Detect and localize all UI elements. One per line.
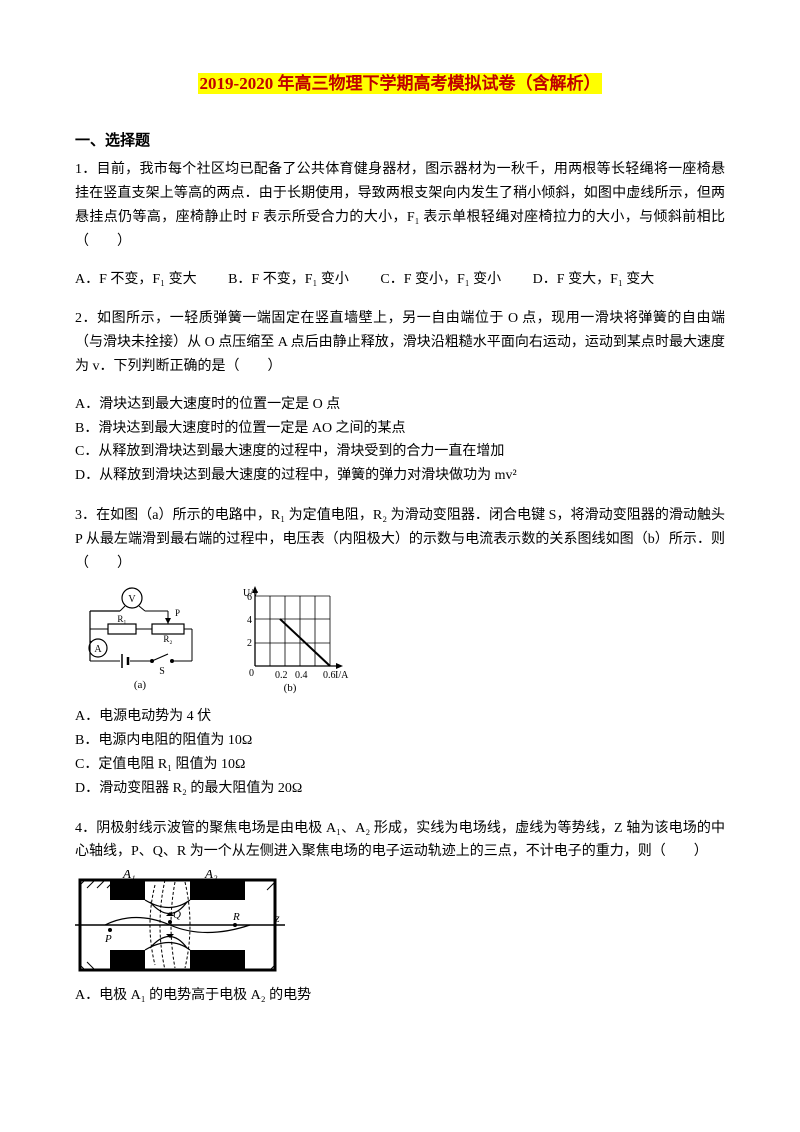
q4-option-a: A．电极 A₁ 的电势高于电极 A₂ 的电势	[75, 984, 725, 1008]
q3-option-a: A．电源电动势为 4 伏	[75, 705, 725, 729]
svg-text:0: 0	[249, 668, 254, 679]
svg-text:R₁: R₁	[117, 614, 126, 624]
section-header-1: 一、选择题	[75, 129, 725, 155]
page-title: 2019-2020 年高三物理下学期高考模拟试卷（含解析）	[75, 70, 725, 99]
q2-option-b: B．滑块达到最大速度时的位置一定是 AO 之间的某点	[75, 417, 725, 441]
question-4-options: A．电极 A₁ 的电势高于电极 A₂ 的电势	[75, 984, 725, 1008]
svg-text:2: 2	[247, 638, 252, 649]
q2-option-c: C．从释放到滑块达到最大速度的过程中，滑块受到的合力一直在增加	[75, 440, 725, 464]
svg-text:R₂: R₂	[163, 634, 172, 644]
question-3: 3．在如图（a）所示的电路中，R₁ 为定值电阻，R₂ 为滑动变阻器．闭合电键 S…	[75, 504, 725, 801]
q1-option-c: C．F 变小，F₁ 变小	[380, 268, 501, 292]
question-1-stem: 1．目前，我市每个社区均已配备了公共体育健身器材，图示器材为一秋千，用两根等长轻…	[75, 158, 725, 253]
question-3-options: A．电源电动势为 4 伏 B．电源内电阻的阻值为 10Ω C．定值电阻 R₁ 阻…	[75, 705, 725, 800]
svg-text:(b): (b)	[284, 682, 297, 694]
q3-option-d: D．滑动变阻器 R₂ 的最大阻值为 20Ω	[75, 777, 725, 801]
question-2-options: A．滑块达到最大速度时的位置一定是 O 点 B．滑块达到最大速度时的位置一定是 …	[75, 393, 725, 488]
question-3-figure: V R₁ R₂ P A	[75, 581, 725, 701]
q1-option-d: D．F 变大，F₁ 变大	[533, 268, 655, 292]
svg-text:A₂: A₂	[204, 870, 218, 881]
question-4-figure: A₁ A₂ z P Q	[75, 870, 725, 980]
svg-text:A₁: A₁	[122, 870, 135, 881]
question-4: 4．阴极射线示波管的聚焦电场是由电极 A₁、A₂ 形成，实线为电场线，虚线为等势…	[75, 817, 725, 1008]
circuit-and-graph-svg: V R₁ R₂ P A	[75, 581, 355, 701]
svg-text:R: R	[232, 911, 240, 923]
question-1-options: A．F 不变，F₁ 变大 B．F 不变，F₁ 变小 C．F 变小，F₁ 变小 D…	[75, 268, 725, 292]
q3-option-b: B．电源内电阻的阻值为 10Ω	[75, 729, 725, 753]
q1-option-b: B．F 不变，F₁ 变小	[228, 268, 349, 292]
svg-text:0.4: 0.4	[295, 670, 308, 681]
question-3-stem: 3．在如图（a）所示的电路中，R₁ 为定值电阻，R₂ 为滑动变阻器．闭合电键 S…	[75, 504, 725, 575]
q2-option-a: A．滑块达到最大速度时的位置一定是 O 点	[75, 393, 725, 417]
question-2: 2．如图所示，一轻质弹簧一端固定在竖直墙壁上，另一自由端位于 O 点，现用一滑块…	[75, 307, 725, 488]
svg-text:A: A	[94, 644, 102, 655]
svg-text:(a): (a)	[134, 679, 147, 691]
svg-text:6: 6	[247, 592, 252, 603]
question-2-stem: 2．如图所示，一轻质弹簧一端固定在竖直墙壁上，另一自由端位于 O 点，现用一滑块…	[75, 307, 725, 378]
q3-option-c: C．定值电阻 R₁ 阻值为 10Ω	[75, 753, 725, 777]
svg-text:V: V	[128, 594, 136, 605]
svg-text:P: P	[175, 608, 180, 618]
svg-text:0.2: 0.2	[275, 670, 288, 681]
question-4-stem: 4．阴极射线示波管的聚焦电场是由电极 A₁、A₂ 形成，实线为电场线，虚线为等势…	[75, 817, 725, 865]
q1-option-a: A．F 不变，F₁ 变大	[75, 268, 197, 292]
svg-text:Q: Q	[173, 909, 181, 921]
title-highlight: 2019-2020 年高三物理下学期高考模拟试卷（含解析）	[198, 73, 603, 94]
q2-option-d: D．从释放到滑块达到最大速度的过程中，弹簧的弹力对滑块做功为 mv²	[75, 464, 725, 488]
svg-text:0.6: 0.6	[323, 670, 336, 681]
svg-text:z: z	[274, 911, 280, 925]
svg-text:4: 4	[247, 615, 252, 626]
svg-text:S: S	[159, 666, 165, 677]
question-1: 1．目前，我市每个社区均已配备了公共体育健身器材，图示器材为一秋千，用两根等长轻…	[75, 158, 725, 291]
svg-text:I/A: I/A	[335, 670, 349, 681]
svg-text:P: P	[104, 933, 112, 945]
cathode-ray-svg: A₁ A₂ z P Q	[75, 870, 285, 980]
